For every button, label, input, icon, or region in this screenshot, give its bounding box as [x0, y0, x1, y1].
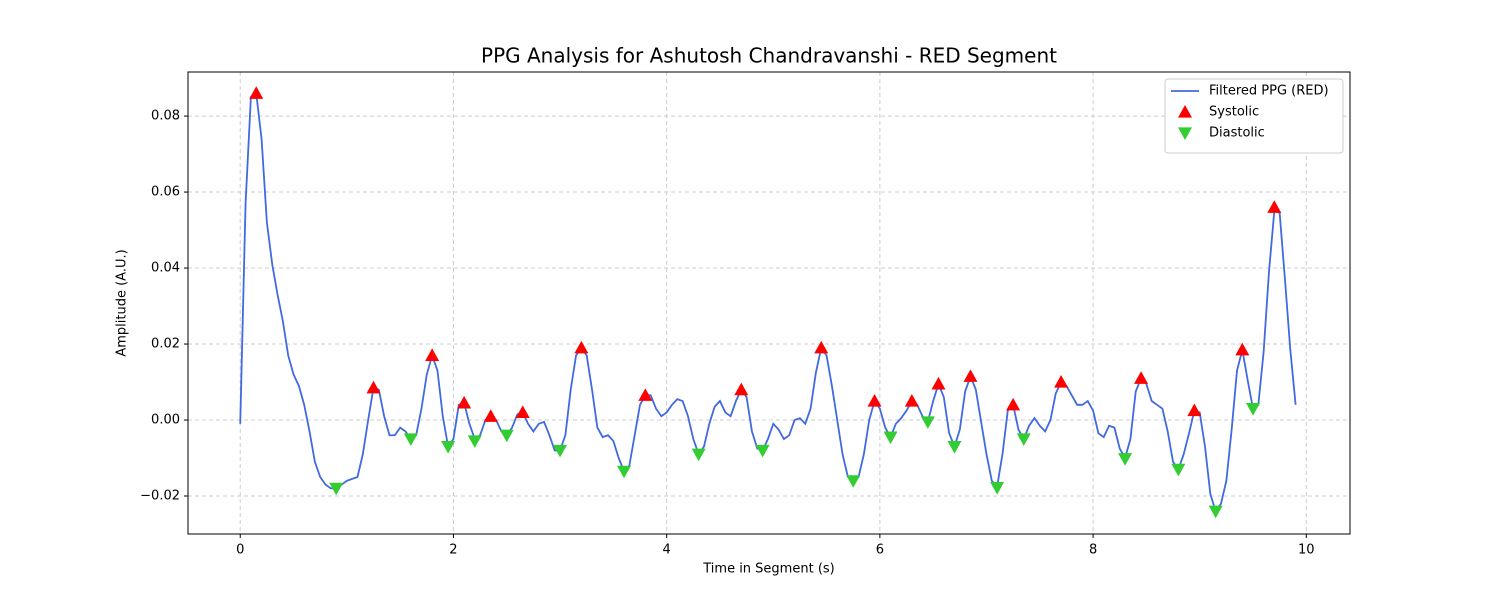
x-tick-label: 10: [1298, 543, 1315, 558]
peak-marker: [403, 433, 418, 447]
y-tick-label: 0.04: [151, 261, 180, 276]
x-tick-label: 2: [449, 543, 457, 558]
x-tick-label: 6: [876, 543, 884, 558]
x-tick-label: 8: [1089, 543, 1097, 558]
peak-marker: [755, 444, 770, 458]
peak-marker: [329, 482, 344, 496]
legend: Filtered PPG (RED) Systolic Diastolic: [1164, 78, 1344, 154]
peak-marker: [734, 382, 749, 396]
peak-marker: [1235, 342, 1250, 356]
peak-marker: [883, 431, 898, 445]
peak-marker: [1171, 463, 1186, 477]
peak-marker: [1187, 403, 1202, 417]
legend-swatch: [1178, 127, 1192, 140]
x-tick-label: 4: [663, 543, 671, 558]
peak-marker: [574, 340, 589, 354]
legend-label: Diastolic: [1209, 126, 1265, 141]
y-tick-label: 0.00: [151, 413, 180, 428]
peak-marker: [867, 394, 882, 407]
peak-marker: [1118, 453, 1133, 466]
legend-label: Filtered PPG (RED): [1209, 84, 1329, 99]
x-tick-label: 0: [236, 543, 244, 558]
peak-marker: [814, 340, 829, 354]
peak-marker: [920, 416, 935, 429]
y-tick-label: 0.08: [151, 109, 180, 124]
peak-marker: [515, 405, 530, 419]
peak-marker: [366, 380, 381, 394]
legend-box: [1164, 78, 1344, 154]
legend-label: Systolic: [1209, 105, 1259, 120]
peak-marker: [931, 376, 946, 390]
peak-marker: [1006, 397, 1021, 411]
peak-marker: [638, 388, 653, 401]
peak-marker: [963, 369, 978, 382]
peak-marker: [441, 441, 456, 454]
peak-marker: [553, 444, 568, 458]
peak-marker: [1054, 375, 1069, 388]
chart-title: PPG Analysis for Ashutosh Chandravanshi …: [481, 44, 1057, 68]
peak-marker: [483, 409, 498, 422]
y-tick-label: 0.06: [151, 185, 180, 200]
peak-marker: [249, 86, 264, 99]
peak-marker: [1267, 200, 1282, 213]
peak-marker: [499, 429, 514, 443]
peak-marker: [691, 448, 706, 462]
peak-marker: [617, 465, 632, 479]
y-tick-label: 0.02: [151, 337, 180, 352]
peak-marker: [947, 441, 962, 454]
peak-marker: [425, 348, 440, 362]
peak-marker: [904, 394, 919, 407]
peak-marker: [990, 482, 1005, 495]
y-tick-label: −0.02: [140, 489, 180, 504]
peak-marker: [1134, 371, 1149, 384]
peak-marker: [1208, 505, 1223, 519]
data-line: [239, 91, 1297, 514]
peak-marker: [467, 435, 482, 448]
peak-marker: [457, 395, 472, 409]
peak-marker: [1245, 403, 1260, 416]
x-axis-label: Time in Segment (s): [702, 562, 834, 577]
y-axis-label: Amplitude (A.U.): [115, 249, 130, 356]
peak-marker: [846, 475, 861, 488]
peak-marker: [1016, 433, 1031, 447]
legend-swatch: [1178, 105, 1192, 118]
plot-frame: [187, 71, 1351, 535]
